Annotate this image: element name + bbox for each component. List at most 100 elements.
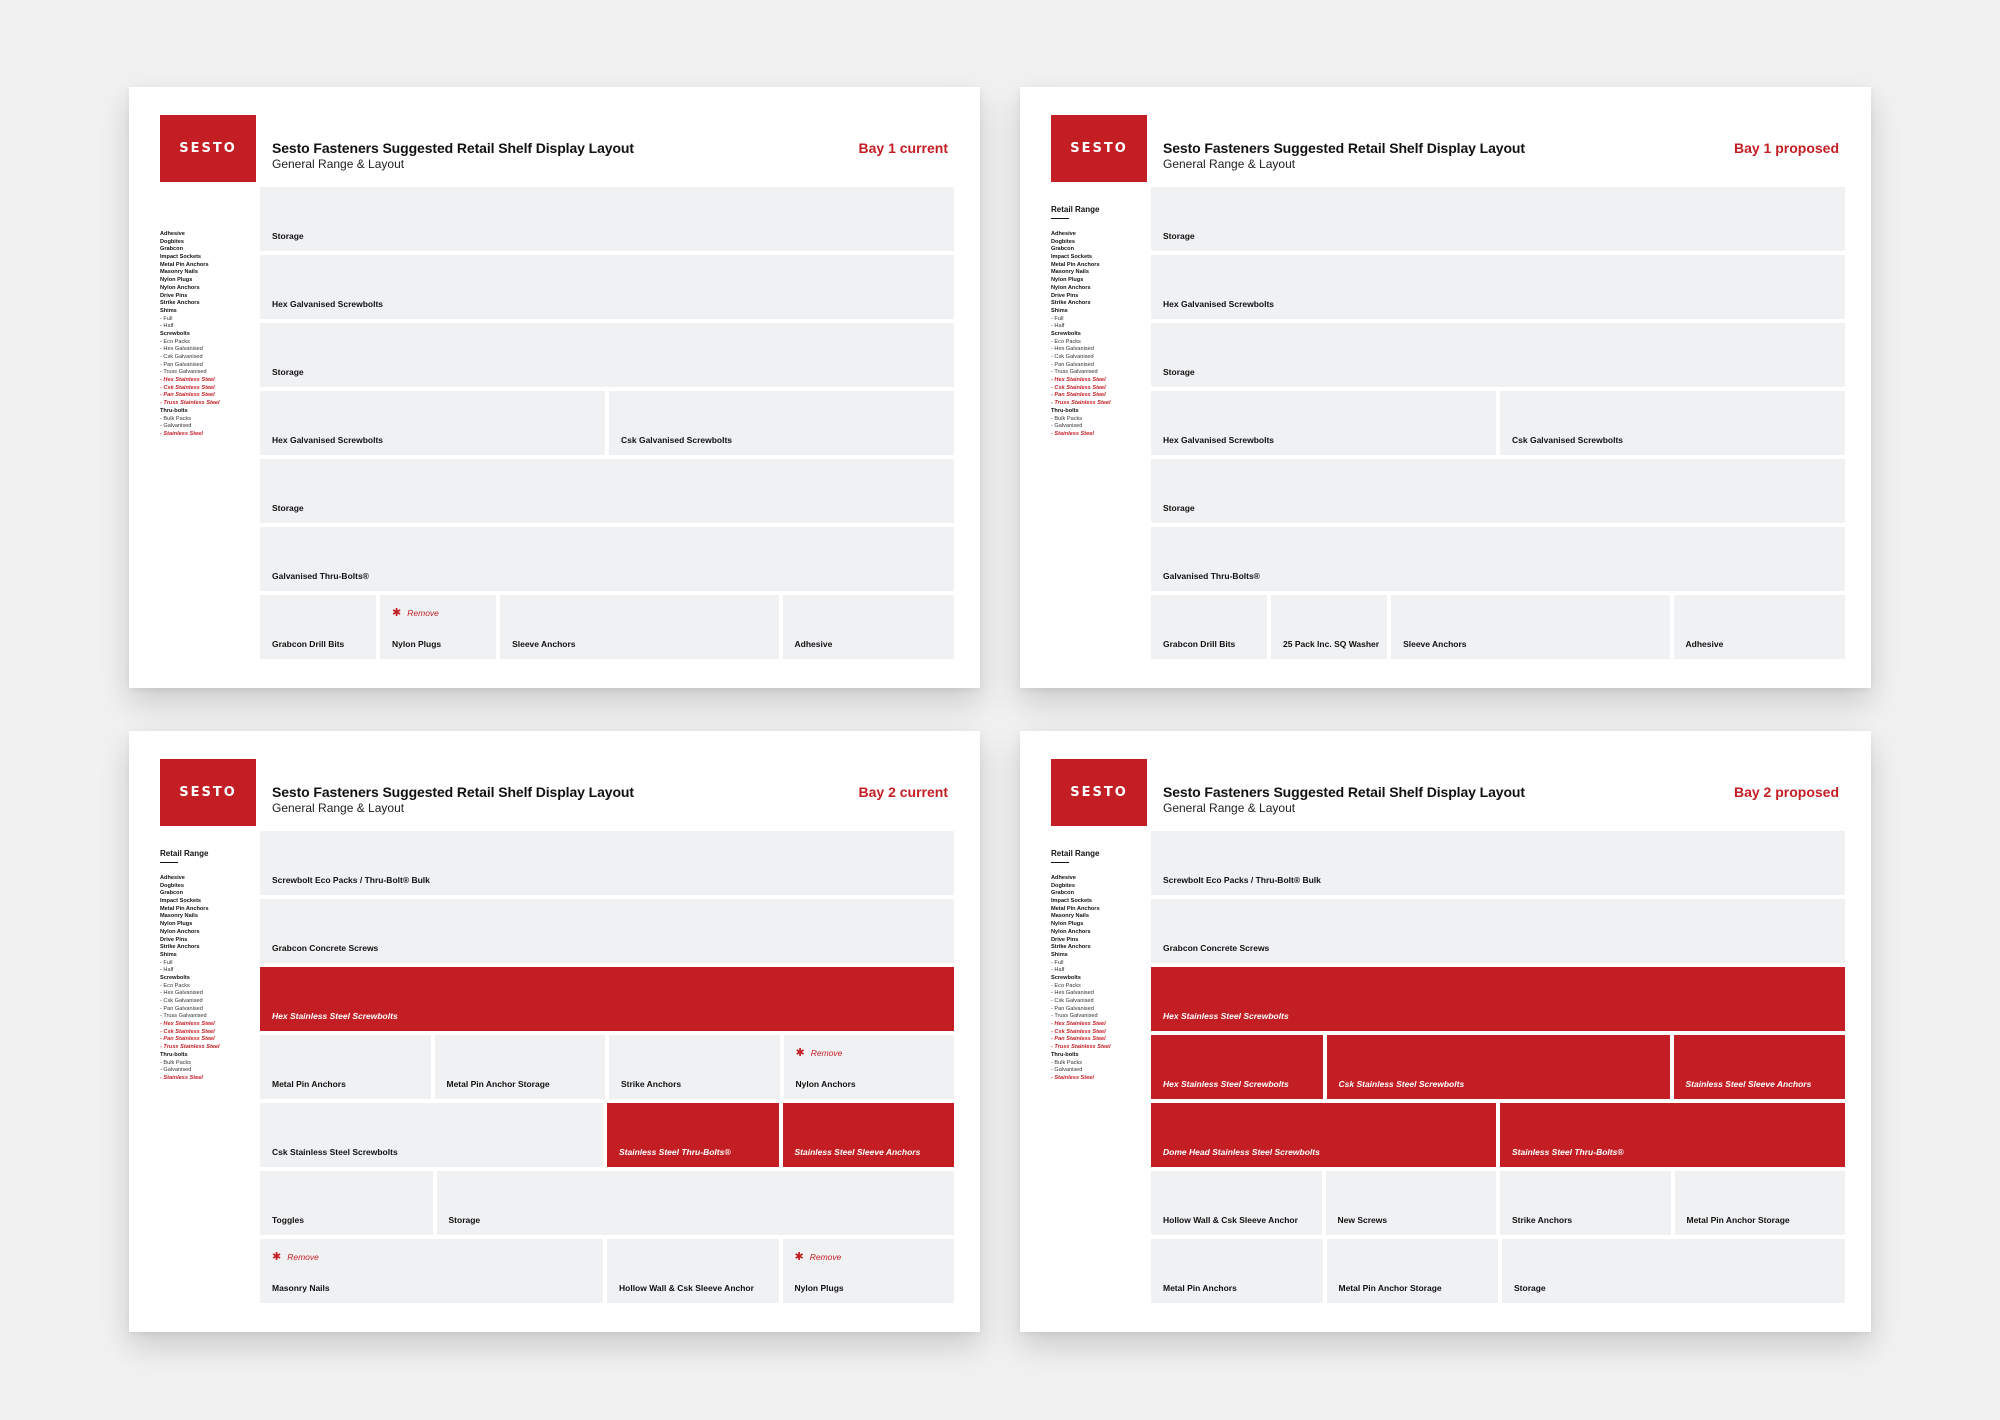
shelf-cell: Metal Pin Anchor Storage — [1674, 1171, 1845, 1235]
sesto-logo: SESTO — [1051, 759, 1147, 826]
range-item: - Galvanised — [160, 423, 192, 430]
shelf-cell-label: Hex Stainless Steel Screwbolts — [272, 1011, 398, 1021]
asterisk-icon: ✱ — [794, 1251, 804, 1263]
logo-text: SESTO — [1070, 141, 1128, 156]
range-item: - Hex Stainless Steel — [160, 1021, 215, 1028]
range-item: - Csk Galvanised — [160, 998, 203, 1004]
shelf-cell-label: Metal Pin Anchors — [272, 1079, 346, 1089]
range-item: Nylon Plugs — [160, 921, 193, 928]
shelf-row: Galvanised Thru-Bolts® — [1151, 527, 1845, 591]
range-item: Grabcon — [1051, 890, 1075, 897]
shelf-cell: Storage — [260, 459, 954, 523]
range-item: Dogbites — [160, 882, 184, 889]
range-item: - Eco Packs — [1051, 982, 1081, 989]
shelf-cell-label: Screwbolt Eco Packs / Thru-Bolt® Bulk — [1163, 875, 1321, 885]
shelf-cell-label: Stainless Steel Thru-Bolts® — [1512, 1147, 1624, 1157]
shelf-cell-label: Storage — [1163, 367, 1195, 377]
range-item: - Csk Galvanised — [1051, 354, 1094, 360]
shelf-cell: Csk Galvanised Screwbolts — [1500, 391, 1845, 455]
range-item: - Truss Galvanised — [160, 1013, 207, 1020]
range-item: Drive Pins — [160, 292, 188, 299]
range-item: - Csk Galvanised — [160, 354, 203, 360]
shelf-cell: Stainless Steel Sleeve Anchors — [1673, 1035, 1845, 1099]
range-item: - Hex Stainless Steel — [1051, 377, 1106, 384]
shelf-cell-label: Hex Galvanised Screwbolts — [272, 299, 384, 309]
shelf-cell-label: Nylon Plugs — [794, 1283, 844, 1293]
shelf-cell-label: Galvanised Thru-Bolts® — [272, 571, 369, 581]
shelf-cell: ✱ Remove Nylon Anchors — [783, 1035, 954, 1099]
range-item: - Hex Stainless Steel — [1051, 1021, 1106, 1028]
remove-flag: ✱ Remove — [796, 1046, 843, 1059]
range-item: - Full — [160, 959, 173, 966]
range-list: Adhesive Dogbites Grabcon Impact Sockets Met… — [1051, 875, 1111, 1083]
shelf-row: Storage — [260, 187, 954, 251]
shelf-row: ✱ Remove Masonry Nails Hollow Wall & Csk Sl… — [260, 1239, 954, 1303]
shelf-cell-label: Toggles — [272, 1215, 304, 1225]
logo-text: SESTO — [179, 785, 237, 800]
remove-label: Remove — [810, 1048, 843, 1058]
asterisk-icon: ✱ — [272, 1251, 282, 1263]
range-item: - Pan Galvanised — [160, 1005, 203, 1012]
shelf-cell-label: Adhesive — [794, 639, 833, 649]
shelf-cell: Grabcon Drill Bits — [260, 595, 377, 659]
range-item: - Pan Stainless Steel — [1051, 1036, 1106, 1043]
shelf-row: Storage — [1151, 323, 1845, 387]
layout-subtitle: General Range & Layout — [1163, 157, 1296, 171]
shelf-cell: Hex Stainless Steel Screwbolts — [260, 967, 954, 1031]
range-item: - Bulk Packs — [1051, 1059, 1083, 1066]
range-item: Metal Pin Anchors — [1051, 905, 1100, 912]
logo-text: SESTO — [1070, 785, 1128, 800]
range-item: - Truss Stainless Steel — [1051, 1044, 1111, 1051]
shelf-cell: Hex Stainless Steel Screwbolts — [1151, 1035, 1323, 1099]
shelf-cell-label: Grabcon Drill Bits — [272, 639, 345, 649]
range-item: Dogbites — [1051, 238, 1075, 245]
shelf-cell-label: Csk Galvanised Screwbolts — [1512, 435, 1624, 445]
shelf-cell-label: Hex Stainless Steel Screwbolts — [1163, 1011, 1289, 1021]
range-item: Grabcon — [1051, 246, 1075, 253]
card-bay1-current: SESTO Sesto Fasteners Suggested Retail S… — [129, 87, 980, 688]
shelf-cell-label: Storage — [272, 503, 304, 513]
shelf-cell-label: Storage — [1514, 1283, 1546, 1293]
range-item: Screwbolts — [1051, 330, 1081, 337]
shelf-cell: Metal Pin Anchors — [1151, 1239, 1323, 1303]
range-item: Drive Pins — [1051, 936, 1079, 943]
range-item: Drive Pins — [160, 936, 188, 943]
shelf-cell-label: Hex Stainless Steel Screwbolts — [1163, 1079, 1289, 1089]
shelf-row: Storage — [1151, 187, 1845, 251]
shelf-grid: Storage Hex Galvanised Screwbolts Storage H… — [1151, 187, 1845, 663]
range-item: Thru-bolts — [1051, 407, 1079, 414]
shelf-cell-label: Masonry Nails — [272, 1283, 330, 1293]
card-bay2-proposed: SESTO Sesto Fasteners Suggested Retail S… — [1020, 731, 1871, 1332]
shelf-cell: Metal Pin Anchor Storage — [1326, 1239, 1498, 1303]
shelf-cell: Adhesive — [782, 595, 954, 659]
shelf-row: Hex Galvanised Screwbolts — [1151, 255, 1845, 319]
retail-range-rule — [1051, 218, 1069, 219]
shelf-grid: Storage Hex Galvanised Screwbolts Storage H… — [260, 187, 954, 663]
shelf-row: Grabcon Concrete Screws — [260, 899, 954, 963]
range-item: - Stainless Steel — [160, 430, 203, 437]
range-item: Masonry Nails — [1051, 913, 1089, 920]
asterisk-icon: ✱ — [795, 1047, 805, 1059]
shelf-row: Toggles Storage — [260, 1171, 954, 1235]
shelf-cell-label: Nylon Anchors — [795, 1079, 856, 1089]
range-item: Screwbolts — [1051, 974, 1081, 981]
shelf-cell: Hex Galvanised Screwbolts — [260, 255, 954, 319]
range-list: Adhesive Dogbites Grabcon Impact Sockets Met… — [160, 875, 220, 1083]
shelf-cell: Sleeve Anchors — [500, 595, 779, 659]
shelf-cell-label: Storage — [448, 1215, 481, 1225]
shelf-cell-label: Csk Stainless Steel Screwbolts — [272, 1147, 398, 1157]
card-bay1-proposed: SESTO Sesto Fasteners Suggested Retail S… — [1020, 87, 1871, 688]
range-item: Shims — [1051, 951, 1068, 958]
card-bay2-current: SESTO Sesto Fasteners Suggested Retail S… — [129, 731, 980, 1332]
range-item: - Full — [1051, 959, 1064, 966]
shelf-grid: Screwbolt Eco Packs / Thru-Bolt® Bulk Gra… — [1151, 831, 1845, 1307]
shelf-cell-label: Hollow Wall & Csk Sleeve Anchor — [1163, 1215, 1298, 1225]
shelf-row: Hollow Wall & Csk Sleeve Anchor New Screw… — [1151, 1171, 1845, 1235]
shelf-cell: Strike Anchors — [1500, 1171, 1671, 1235]
range-item: - Pan Stainless Steel — [160, 1036, 215, 1043]
range-item: - Eco Packs — [1051, 338, 1081, 345]
range-item: Masonry Nails — [160, 913, 198, 920]
remove-flag: ✱ Remove — [795, 1250, 842, 1263]
range-item: - Pan Galvanised — [160, 361, 203, 368]
range-item: Adhesive — [160, 231, 185, 237]
